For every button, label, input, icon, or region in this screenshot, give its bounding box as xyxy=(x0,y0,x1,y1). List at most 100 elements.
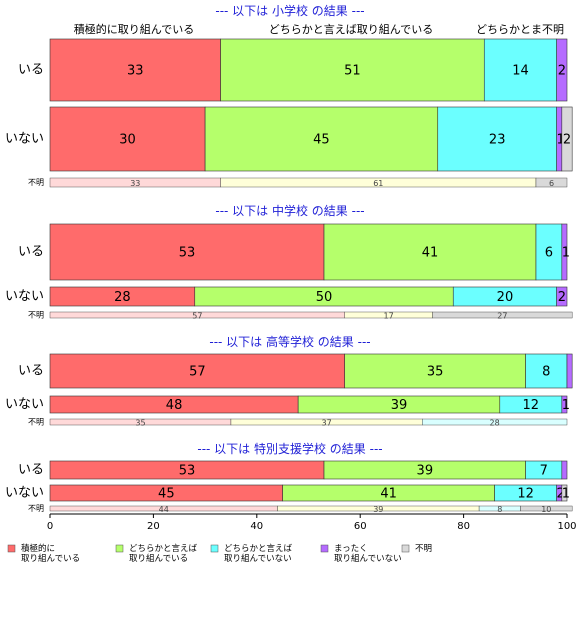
row-label: 不明 xyxy=(28,178,44,187)
section-title: --- 以下は 高等学校 の結果 --- xyxy=(209,334,370,349)
bar-segment xyxy=(220,38,485,102)
bar-segment xyxy=(432,311,573,319)
row-label: いる xyxy=(18,364,44,379)
bar-segment xyxy=(561,395,568,414)
bar-segment xyxy=(556,38,568,102)
legend-swatch xyxy=(320,544,329,553)
x-tick-label: 20 xyxy=(147,521,160,532)
bar-row: 不明 44 39 8 10 xyxy=(28,504,573,514)
row-label: いる xyxy=(18,245,44,260)
data-label: 2 xyxy=(557,487,565,502)
x-tick-label: 40 xyxy=(250,521,263,532)
data-label: 39 xyxy=(373,505,383,514)
legend-item: どちらかと言えば取り組んでいる xyxy=(115,543,198,564)
data-label: 1 xyxy=(557,133,565,148)
data-label: 2 xyxy=(558,64,566,79)
row-label: いない xyxy=(5,132,44,147)
data-label: 17 xyxy=(384,312,394,321)
data-label: 44 xyxy=(159,505,169,514)
data-label: 28 xyxy=(490,419,500,428)
bar-segment xyxy=(566,353,573,389)
data-label: 20 xyxy=(497,290,514,305)
bar-row: いない 30 45 23 12 xyxy=(5,106,573,172)
bar-row: 不明 35 37 28 xyxy=(28,418,568,428)
data-label: 2 xyxy=(558,290,566,305)
legend-swatch xyxy=(115,544,124,553)
legend-label: 取り組んでいない xyxy=(334,553,402,564)
section-title: --- 以下は 中学校 の結果 --- xyxy=(215,203,364,218)
legend-label: 取り組んでいる xyxy=(129,553,188,564)
row-label: 不明 xyxy=(28,418,44,427)
bar-segment xyxy=(525,353,568,389)
data-label: 1 xyxy=(562,398,570,413)
data-label: 39 xyxy=(417,464,434,479)
row-label: いない xyxy=(5,289,44,304)
data-label: 50 xyxy=(316,290,333,305)
bar-segment xyxy=(520,505,573,512)
bar-segment xyxy=(561,223,568,281)
bar-row: いる 53 41 6 1 xyxy=(18,223,570,281)
bar-row: いる 53 39 7 xyxy=(18,460,568,480)
top-category-label: どちらかと言えば取り組んでいる xyxy=(269,23,433,36)
data-label: 6 xyxy=(549,179,554,188)
bar-segment xyxy=(561,106,573,172)
bar-segment xyxy=(561,460,568,480)
bar-row: いる 57 35 8 xyxy=(18,353,573,389)
x-tick-label: 0 xyxy=(47,521,53,532)
bar-row: いる 33 51 14 2 xyxy=(18,38,568,102)
data-label: 6 xyxy=(545,246,553,261)
row-label: いない xyxy=(5,486,44,501)
bar-row: いない 28 50 20 2 xyxy=(5,286,568,307)
x-tick-label: 100 xyxy=(557,521,576,532)
legend-label: 取り組んでいる xyxy=(21,553,80,564)
bar-segment xyxy=(483,38,557,102)
data-label: 28 xyxy=(114,290,131,305)
row-label: いる xyxy=(18,63,44,78)
data-label: 45 xyxy=(313,133,330,148)
data-label: 2 xyxy=(563,133,571,148)
top-category-label: 積極的に取り組んでいる xyxy=(74,22,194,36)
bar-segment xyxy=(204,106,439,172)
legend-label: どちらかと言えば xyxy=(224,543,293,554)
data-label: 37 xyxy=(322,419,332,428)
data-label: 53 xyxy=(179,246,196,261)
data-label: 51 xyxy=(344,64,361,79)
row-label: 不明 xyxy=(28,311,44,320)
bar-row: いない 45 41 12 21 xyxy=(5,484,570,502)
section-title: --- 以下は 小学校 の結果 --- xyxy=(215,3,364,18)
data-label: 45 xyxy=(158,487,175,502)
bar-segment xyxy=(323,223,537,281)
x-tick-label: 60 xyxy=(354,521,367,532)
legend-label: どちらかと言えば xyxy=(129,543,198,554)
bar-segment xyxy=(535,223,563,281)
data-label: 12 xyxy=(523,398,540,413)
data-label: 8 xyxy=(497,505,502,514)
data-label: 57 xyxy=(189,365,206,380)
row-label: いない xyxy=(5,397,44,412)
data-label: 8 xyxy=(542,365,550,380)
legend-label: 積極的に xyxy=(21,543,55,554)
data-label: 7 xyxy=(540,464,548,479)
row-label: 不明 xyxy=(28,504,44,513)
section-title: --- 以下は 特別支援学校 の結果 --- xyxy=(197,441,382,456)
data-label: 10 xyxy=(541,505,551,514)
legend-swatch xyxy=(401,544,410,553)
legend-item: 積極的に取り組んでいる xyxy=(7,543,80,564)
bar-row: いない 48 39 12 1 xyxy=(5,395,570,414)
data-label: 33 xyxy=(130,179,140,188)
data-label: 61 xyxy=(373,179,383,188)
top-category-label: どちらかとま不明 xyxy=(476,23,564,36)
data-label: 35 xyxy=(135,419,145,428)
data-label: 23 xyxy=(489,133,506,148)
data-label: 14 xyxy=(512,64,529,79)
data-label: 41 xyxy=(380,487,397,502)
bar-segment xyxy=(556,286,568,307)
bar-segment xyxy=(437,106,557,172)
data-label: 57 xyxy=(192,312,202,321)
data-label: 12 xyxy=(517,487,534,502)
data-label: 35 xyxy=(427,365,444,380)
bar-segment xyxy=(422,418,568,426)
